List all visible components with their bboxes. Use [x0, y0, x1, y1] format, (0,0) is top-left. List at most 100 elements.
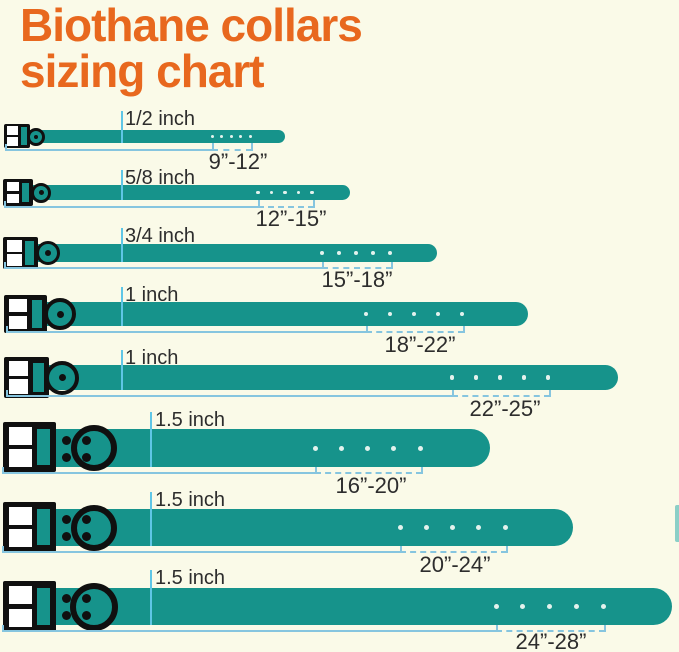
buckle-window-top — [7, 126, 19, 136]
measure-tick-first-hole — [496, 625, 498, 632]
collar-hole — [473, 375, 479, 380]
buckle-window-bottom — [9, 608, 32, 627]
measure-tick-last-hole — [463, 326, 465, 333]
width-marker-line — [121, 111, 123, 143]
measure-tick-last-hole — [549, 390, 551, 397]
buckle-window-top — [9, 586, 32, 605]
ring-pin-dot — [56, 310, 64, 318]
collar-hole — [210, 135, 214, 138]
buckle-frame — [3, 581, 56, 632]
rivet-dot — [61, 531, 71, 541]
measure-tick-left — [2, 625, 4, 631]
collar-hole — [435, 311, 441, 317]
measure-tick-first-hole — [212, 143, 214, 151]
collar-hole — [283, 190, 287, 195]
measure-tick-last-hole — [604, 625, 606, 632]
collar-hole — [417, 445, 423, 451]
measure-tick-last-hole — [391, 262, 393, 269]
collar-hole — [354, 251, 358, 255]
measure-line-solid — [4, 267, 322, 269]
buckle-strap-slot — [22, 182, 30, 203]
ring-pin-dot — [34, 134, 38, 139]
measure-line-dashed — [322, 267, 392, 269]
measure-tick-first-hole — [322, 262, 324, 269]
collar-hole — [450, 525, 455, 530]
collar-size-range-label: 16”-20” — [335, 473, 407, 498]
width-marker-line — [150, 412, 152, 467]
collar-strap — [22, 244, 437, 262]
buckle-window-top — [7, 240, 22, 252]
measure-tick-last-hole — [421, 467, 423, 474]
collar-strap — [22, 130, 285, 143]
buckle-window-top — [9, 427, 32, 445]
title-line2: sizing chart — [20, 45, 265, 98]
ring-pin-dot — [38, 190, 44, 195]
collar-width-label: 1 inch — [125, 347, 179, 369]
collar-width-label: 1.5 inch — [155, 489, 226, 511]
collar-strap — [26, 588, 672, 625]
collar-hole — [239, 135, 242, 138]
collar-hole — [493, 604, 499, 609]
ring-pin-dot — [58, 374, 66, 381]
collar-strap — [24, 365, 618, 390]
collar-size-range-label: 15”-18” — [321, 267, 393, 292]
collar-hole — [547, 604, 552, 609]
collar-width-label: 1/2 inch — [125, 108, 196, 130]
collar-strap — [26, 509, 573, 546]
collar-width-label: 1.5 inch — [155, 409, 226, 431]
collar-hole — [371, 251, 375, 255]
rivet-dot — [61, 435, 71, 445]
collar-hole — [269, 190, 274, 195]
width-marker-line — [150, 492, 152, 546]
width-marker-line — [121, 170, 123, 200]
collar-hole — [363, 311, 369, 317]
collar-size-range-label: 24”-28” — [515, 629, 587, 652]
buckle-strap-slot — [25, 241, 34, 265]
buckle-frame — [4, 295, 47, 333]
collar-hole — [520, 604, 526, 609]
measure-tick-left — [4, 201, 6, 207]
measure-line-solid — [5, 149, 212, 151]
collar-hole — [391, 445, 397, 451]
collar-strap — [22, 185, 350, 200]
collar-size-range-label: 22”-25” — [469, 396, 541, 421]
collar-width-label: 1.5 inch — [155, 567, 226, 589]
cropped-collar-edge — [675, 505, 679, 542]
buckle-strap-slot — [36, 588, 50, 625]
measure-line-solid — [2, 551, 400, 553]
rivet-dot — [81, 514, 91, 524]
width-marker-line — [121, 287, 123, 326]
buckle-dring-icon — [31, 182, 51, 203]
buckle-window-bottom — [6, 193, 20, 204]
collar-hole — [248, 135, 252, 138]
collar-hole — [387, 311, 393, 317]
rivet-dot — [61, 514, 71, 524]
buckle-dring-icon — [71, 425, 117, 471]
buckle-frame — [4, 357, 49, 398]
measure-tick-left — [6, 390, 8, 396]
page-title: Biothane collars sizing chart — [20, 2, 363, 98]
measure-tick-left — [4, 262, 6, 268]
measure-tick-first-hole — [452, 390, 454, 397]
measure-line-dashed — [258, 206, 314, 208]
measure-line-solid — [6, 395, 452, 397]
rivet-dot — [61, 593, 71, 603]
collar-hole — [573, 604, 579, 609]
buckle-strap-slot — [20, 127, 27, 145]
measure-line-dashed — [315, 472, 422, 474]
buckle-strap-slot — [32, 362, 44, 393]
rivet-dot — [81, 593, 91, 603]
buckle-strap-slot — [36, 509, 50, 545]
collar-hole — [296, 190, 301, 195]
measure-tick-left — [6, 326, 8, 332]
collar-strap — [24, 302, 528, 326]
measure-line-dashed — [400, 551, 507, 553]
rivet-dot — [81, 435, 91, 445]
rivet-dot — [81, 452, 91, 462]
measure-line-solid — [6, 331, 366, 333]
collar-hole — [502, 525, 508, 530]
buckle-frame — [3, 179, 33, 206]
collar-width-label: 3/4 inch — [125, 225, 196, 247]
buckle-dring-icon — [44, 298, 76, 330]
collar-hole — [411, 311, 417, 317]
